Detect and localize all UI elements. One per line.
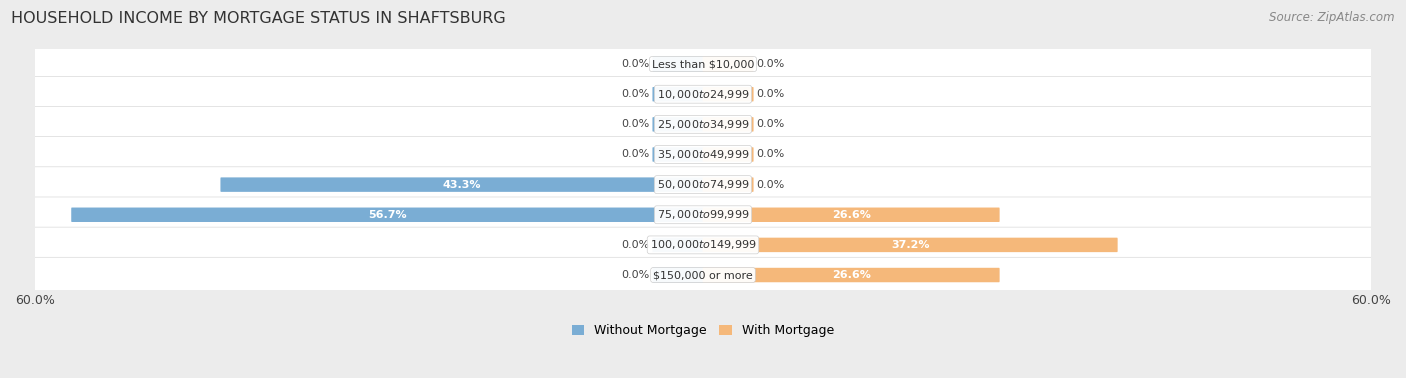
Text: Less than $10,000: Less than $10,000 <box>652 59 754 69</box>
Text: Source: ZipAtlas.com: Source: ZipAtlas.com <box>1270 11 1395 24</box>
Text: $35,000 to $49,999: $35,000 to $49,999 <box>657 148 749 161</box>
Text: 0.0%: 0.0% <box>621 89 650 99</box>
Text: 26.6%: 26.6% <box>832 210 870 220</box>
Text: HOUSEHOLD INCOME BY MORTGAGE STATUS IN SHAFTSBURG: HOUSEHOLD INCOME BY MORTGAGE STATUS IN S… <box>11 11 506 26</box>
FancyBboxPatch shape <box>34 107 1372 142</box>
Text: 0.0%: 0.0% <box>621 119 650 129</box>
FancyBboxPatch shape <box>652 87 703 101</box>
Text: $75,000 to $99,999: $75,000 to $99,999 <box>657 208 749 221</box>
Text: 0.0%: 0.0% <box>756 180 785 190</box>
FancyBboxPatch shape <box>34 137 1372 172</box>
FancyBboxPatch shape <box>703 117 754 132</box>
Text: $50,000 to $74,999: $50,000 to $74,999 <box>657 178 749 191</box>
FancyBboxPatch shape <box>703 87 754 101</box>
FancyBboxPatch shape <box>703 268 1000 282</box>
Text: 26.6%: 26.6% <box>832 270 870 280</box>
FancyBboxPatch shape <box>34 76 1372 112</box>
Text: $150,000 or more: $150,000 or more <box>654 270 752 280</box>
Text: 56.7%: 56.7% <box>368 210 406 220</box>
FancyBboxPatch shape <box>34 167 1372 202</box>
Text: $25,000 to $34,999: $25,000 to $34,999 <box>657 118 749 131</box>
Text: 0.0%: 0.0% <box>621 240 650 250</box>
FancyBboxPatch shape <box>703 208 1000 222</box>
Text: 0.0%: 0.0% <box>621 270 650 280</box>
Text: $10,000 to $24,999: $10,000 to $24,999 <box>657 88 749 101</box>
FancyBboxPatch shape <box>652 238 703 252</box>
FancyBboxPatch shape <box>652 117 703 132</box>
Text: 0.0%: 0.0% <box>756 149 785 160</box>
FancyBboxPatch shape <box>703 177 754 192</box>
FancyBboxPatch shape <box>34 197 1372 232</box>
FancyBboxPatch shape <box>703 238 1118 252</box>
FancyBboxPatch shape <box>652 268 703 282</box>
FancyBboxPatch shape <box>34 46 1372 82</box>
Text: 43.3%: 43.3% <box>443 180 481 190</box>
FancyBboxPatch shape <box>34 227 1372 263</box>
FancyBboxPatch shape <box>652 57 703 71</box>
FancyBboxPatch shape <box>703 57 754 71</box>
Text: 0.0%: 0.0% <box>756 59 785 69</box>
FancyBboxPatch shape <box>703 147 754 162</box>
Text: 0.0%: 0.0% <box>621 59 650 69</box>
Text: 0.0%: 0.0% <box>756 119 785 129</box>
Text: 0.0%: 0.0% <box>756 89 785 99</box>
FancyBboxPatch shape <box>652 147 703 162</box>
Text: $100,000 to $149,999: $100,000 to $149,999 <box>650 239 756 251</box>
Text: 37.2%: 37.2% <box>891 240 929 250</box>
FancyBboxPatch shape <box>34 257 1372 293</box>
FancyBboxPatch shape <box>221 177 703 192</box>
Legend: Without Mortgage, With Mortgage: Without Mortgage, With Mortgage <box>572 324 834 337</box>
FancyBboxPatch shape <box>72 208 703 222</box>
Text: 0.0%: 0.0% <box>621 149 650 160</box>
